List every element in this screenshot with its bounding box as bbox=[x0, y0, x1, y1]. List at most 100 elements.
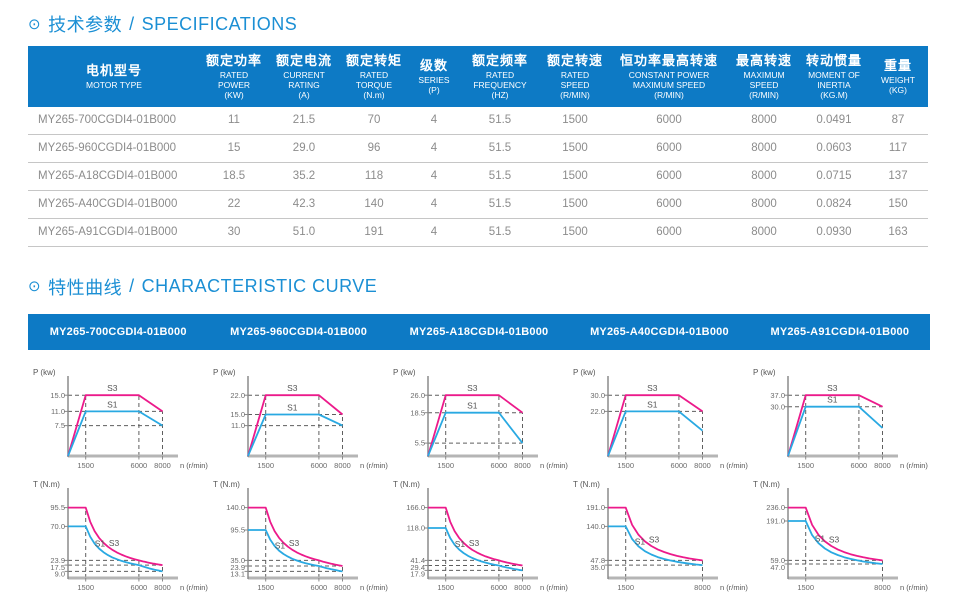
column-header: 额定电流 CURRENT RATING (A) bbox=[268, 46, 340, 107]
table-cell: 30 bbox=[200, 218, 268, 247]
column-header-zh: 额定频率 bbox=[471, 53, 528, 68]
table-cell: 70 bbox=[340, 106, 408, 135]
torque-chart: 140.0 95.5 35.023.913.1 1500 6000 8000 T (N.m)… bbox=[213, 480, 388, 592]
table-cell: 1500 bbox=[540, 106, 610, 135]
series-label-S1: S1 bbox=[275, 540, 286, 550]
y-tick-label: 30.0 bbox=[590, 390, 605, 399]
table-cell: 137 bbox=[868, 162, 928, 191]
x-tick-label: 1500 bbox=[257, 461, 274, 470]
column-header-zh: 转动惯量 bbox=[805, 53, 862, 68]
x-tick-label: 8000 bbox=[874, 583, 891, 592]
series-label-S3: S3 bbox=[829, 534, 840, 544]
column-header-zh: 级数 bbox=[419, 58, 448, 73]
y-tick-label: 22.0 bbox=[590, 407, 605, 416]
table-cell: 4 bbox=[408, 190, 460, 219]
cell-motor-type: MY265-A18CGDI4-01B000 bbox=[28, 162, 200, 191]
x-tick-label: 8000 bbox=[514, 583, 531, 592]
y-axis-label: T (N.m) bbox=[33, 480, 60, 489]
curve-S1 bbox=[608, 525, 703, 566]
model-header: MY265-A40CGDI4-01B000 bbox=[590, 325, 729, 338]
table-cell: 1500 bbox=[540, 190, 610, 219]
x-tick-label: 8000 bbox=[334, 461, 351, 470]
table-cell: 29.0 bbox=[268, 134, 340, 163]
table-cell: 8000 bbox=[728, 190, 800, 219]
torque-chart: 191.0 140.0 47.835.0 1500 8000 T (N.m) n (r/mi… bbox=[573, 480, 748, 592]
curve-S1 bbox=[248, 528, 343, 572]
column-header: 额定转矩 RATED TORQUE (N.m) bbox=[340, 46, 408, 107]
x-tick-label: 6000 bbox=[311, 461, 328, 470]
table-cell: 4 bbox=[408, 162, 460, 191]
series-label-S3: S3 bbox=[107, 383, 118, 393]
curves-title-separator: / bbox=[129, 276, 135, 297]
column-header: 额定转速 RATED SPEED (R/MIN) bbox=[540, 46, 610, 107]
table-cell: 1500 bbox=[540, 218, 610, 247]
y-tick-label: 47.8 bbox=[590, 556, 605, 565]
table-cell: 8000 bbox=[728, 162, 800, 191]
x-tick-label: 1500 bbox=[797, 583, 814, 592]
curve-S3 bbox=[787, 393, 883, 456]
x-tick-label: 8000 bbox=[334, 583, 351, 592]
series-label-S3: S3 bbox=[109, 538, 120, 548]
curve-models-bar: MY265-700CGDI4-01B000 MY265-960CGDI4-01B0… bbox=[28, 313, 930, 350]
y-tick-label: 140.0 bbox=[586, 522, 605, 531]
table-cell: 42.3 bbox=[268, 190, 340, 219]
series-label-S1: S1 bbox=[827, 394, 838, 404]
table-row: MY265-A40CGDI4-01B000 22 42.3 140 4 51.5 1500 6… bbox=[28, 190, 928, 219]
y-axis-label: P (kw) bbox=[393, 368, 416, 377]
y-tick-label: 23.9 bbox=[50, 556, 65, 565]
y-tick-label: 29.4 bbox=[410, 562, 425, 571]
column-header: 额定功率 RATED POWER (KW) bbox=[200, 46, 268, 107]
x-tick-label: 8000 bbox=[154, 461, 171, 470]
y-tick-label: 59.0 bbox=[770, 556, 785, 565]
y-tick-label: 118.0 bbox=[407, 523, 425, 532]
table-cell: 163 bbox=[868, 218, 928, 247]
curve-S3 bbox=[67, 393, 164, 456]
column-header-en: MOMENT OF INERTIA (KG.M) bbox=[808, 69, 860, 100]
column-header-en: RATED FREQUENCY (HZ) bbox=[473, 69, 527, 100]
x-tick-label: 1500 bbox=[437, 583, 454, 592]
chart-column: 37.0 30.0 1500 6000 8000 P (kw) n (r/min) S3 S1 2… bbox=[748, 364, 928, 600]
table-cell: 35.2 bbox=[268, 162, 340, 191]
x-tick-label: 1500 bbox=[77, 461, 94, 470]
x-tick-label: 8000 bbox=[154, 583, 171, 592]
datasheet-page: ⊙ 技术参数 / SPECIFICATIONS 电机型号 MOTOR TYPE 额定… bbox=[0, 12, 956, 600]
x-axis-label: n (r/min) bbox=[720, 461, 748, 470]
curves-title-en: CHARACTERISTIC CURVE bbox=[141, 276, 378, 297]
specs-title-zh: 技术参数 bbox=[48, 15, 123, 35]
series-label-S1: S1 bbox=[95, 538, 106, 548]
curve-S1 bbox=[788, 519, 883, 565]
table-cell: 1500 bbox=[540, 162, 610, 191]
table-cell: 4 bbox=[408, 218, 460, 247]
section-title-curves: ⊙ 特性曲线 / CHARACTERISTIC CURVE bbox=[28, 275, 956, 299]
column-header-en: WEIGHT (KG) bbox=[881, 74, 915, 95]
curve-S1 bbox=[67, 410, 163, 456]
series-label-S1: S1 bbox=[107, 399, 118, 409]
column-header: 电机型号 MOTOR TYPE bbox=[28, 46, 200, 107]
x-tick-label: 1500 bbox=[617, 583, 634, 592]
y-tick-label: 191.0 bbox=[766, 516, 785, 525]
series-label-S3: S3 bbox=[289, 538, 300, 548]
table-row: MY265-960CGDI4-01B000 15 29.0 96 4 51.5 1500 60… bbox=[28, 134, 928, 163]
model-header: MY265-960CGDI4-01B000 bbox=[230, 325, 368, 338]
torque-chart: 95.5 70.0 23.917.59.0 1500 6000 8000 T (N.m) n … bbox=[33, 480, 208, 592]
column-header-en: RATED POWER (KW) bbox=[217, 69, 251, 100]
x-tick-label: 8000 bbox=[514, 461, 531, 470]
x-tick-label: 8000 bbox=[874, 461, 891, 470]
x-axis-label: n (r/min) bbox=[360, 461, 388, 470]
series-label-S3: S3 bbox=[469, 538, 480, 548]
column-header-en: MOTOR TYPE bbox=[86, 79, 142, 90]
table-cell: 150 bbox=[868, 190, 928, 219]
table-cell: 117 bbox=[868, 134, 928, 163]
chart-column: 15.0 11.0 7.5 1500 6000 8000 P (kw) n (r/min) S3… bbox=[28, 364, 208, 600]
y-axis-label: P (kw) bbox=[33, 368, 56, 377]
table-cell: 51.0 bbox=[268, 218, 340, 247]
table-cell: 0.0491 bbox=[800, 106, 868, 135]
table-cell: 4 bbox=[408, 106, 460, 135]
table-row: MY265-A18CGDI4-01B000 18.5 35.2 118 4 51.5 150… bbox=[28, 162, 928, 191]
series-label-S1: S1 bbox=[647, 399, 658, 409]
y-tick-label: 95.5 bbox=[230, 525, 245, 534]
y-tick-label: 35.0 bbox=[590, 562, 605, 571]
y-tick-label: 13.1 bbox=[230, 569, 245, 578]
table-cell: 15 bbox=[200, 134, 268, 163]
